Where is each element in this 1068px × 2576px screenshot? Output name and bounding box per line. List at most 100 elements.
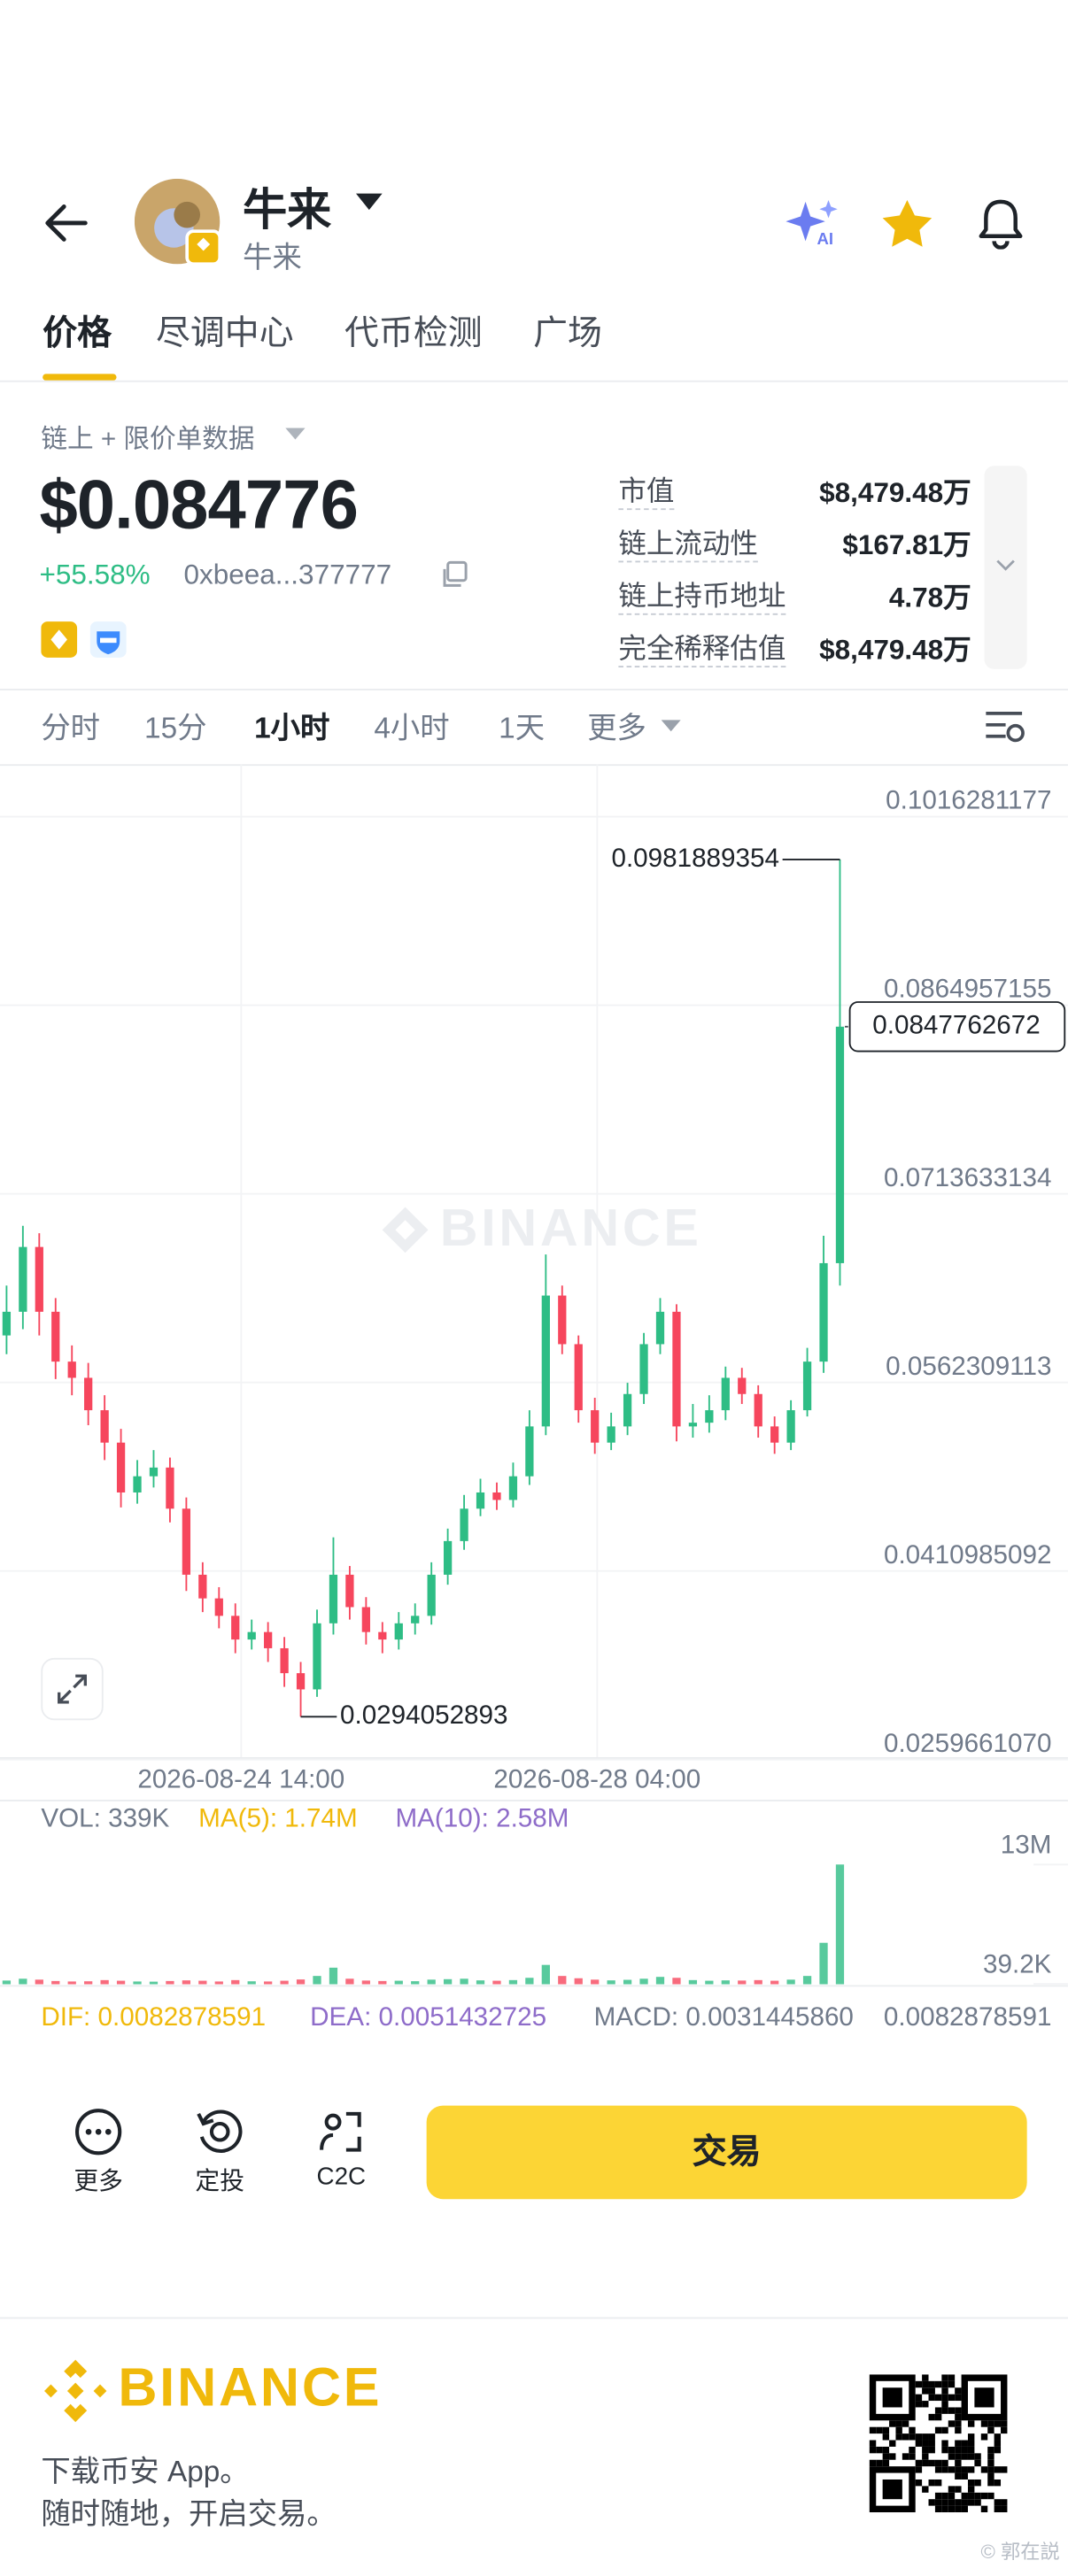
qr-module	[1001, 2499, 1008, 2506]
qr-module	[882, 2446, 890, 2454]
tab[interactable]: 代币检测	[344, 314, 483, 353]
qr-module	[934, 2380, 942, 2388]
qr-module	[948, 2505, 956, 2513]
qr-module	[895, 2426, 902, 2434]
candle-body	[688, 1423, 698, 1427]
selector-caret	[285, 428, 306, 440]
qr-module	[882, 2453, 890, 2460]
fullscreen-button[interactable]	[41, 1657, 104, 1721]
volume-legend: VOL: 339K	[41, 1805, 170, 1834]
y-tick-label: 0.0713633134	[884, 1163, 1051, 1192]
tab[interactable]: 尽调中心	[155, 314, 294, 353]
action-label[interactable]: 定投	[195, 2168, 245, 2196]
c2c-icon[interactable]	[317, 2107, 367, 2156]
qr-finder	[882, 2387, 902, 2408]
volume-bar	[460, 1978, 468, 1985]
qr-module	[941, 2499, 948, 2506]
candle-body	[786, 1410, 795, 1443]
qr-module	[994, 2446, 1002, 2454]
qr-module	[909, 2446, 916, 2454]
action-label[interactable]: 更多	[74, 2168, 123, 2196]
candle-body	[721, 1377, 730, 1411]
stat-value: $8,479.48万	[819, 634, 971, 667]
qr-module	[922, 2433, 929, 2441]
qr-module	[961, 2466, 968, 2473]
qr-module	[1001, 2426, 1008, 2434]
title-dropdown[interactable]	[354, 192, 383, 212]
ai-button[interactable]: AI	[784, 197, 843, 249]
qr-module	[882, 2459, 890, 2467]
alert-button[interactable]	[976, 197, 1025, 250]
qr-module	[922, 2440, 929, 2447]
more-icon[interactable]	[74, 2107, 123, 2156]
stats-expand[interactable]	[984, 466, 1027, 669]
tab[interactable]: 价格	[43, 314, 112, 353]
qr-module	[980, 2420, 988, 2427]
back-button[interactable]	[43, 200, 89, 246]
qr-module	[934, 2413, 942, 2421]
candle-body	[51, 1311, 60, 1362]
token-title[interactable]: 牛来	[243, 185, 332, 235]
qr-module	[889, 2453, 896, 2460]
volume-bar	[133, 1981, 142, 1985]
brand-logo	[44, 2359, 107, 2423]
x-tick-label: 2026-08-28 04:00	[493, 1765, 700, 1794]
interval[interactable]: 4小时	[374, 711, 450, 745]
qr-module	[882, 2433, 890, 2441]
candle-body	[476, 1492, 485, 1509]
qr-module	[955, 2440, 962, 2447]
qr-module	[961, 2505, 968, 2513]
qr-module	[915, 2466, 923, 2473]
footer-line: 下载币安 App。	[41, 2455, 250, 2488]
qr-module	[915, 2433, 923, 2441]
qr-module	[928, 2440, 935, 2447]
qr-module	[934, 2407, 942, 2414]
interval[interactable]: 分时	[41, 711, 101, 745]
qr-module	[876, 2459, 883, 2467]
qr-module	[987, 2472, 994, 2480]
tab[interactable]: 广场	[533, 314, 602, 353]
volume-bar	[639, 1978, 648, 1985]
qr-module	[967, 2479, 975, 2487]
kline-chart: BINANCE 2026-08-24 14:00 2026-08-28 04:0…	[0, 764, 1068, 1987]
candle-body	[313, 1623, 321, 1690]
favorite-button[interactable]	[881, 198, 933, 248]
qr-module	[909, 2426, 916, 2434]
chart-settings[interactable]	[985, 708, 1027, 744]
qr-module	[928, 2459, 935, 2467]
volume-bar	[721, 1980, 730, 1985]
interval[interactable]: 1天	[499, 711, 546, 745]
qr-module	[974, 2499, 981, 2506]
qr-module	[915, 2440, 923, 2447]
qr-module	[915, 2479, 923, 2487]
candle-body	[639, 1344, 648, 1394]
source-selector[interactable]: 链上 + 限价单数据	[41, 426, 255, 455]
volume-bar	[182, 1980, 191, 1985]
interval[interactable]: 1小时	[254, 711, 330, 745]
volume-bar	[35, 1979, 43, 1985]
qr-module	[948, 2492, 956, 2500]
candle-body	[623, 1393, 632, 1427]
trade-button[interactable]: 交易	[426, 2105, 1027, 2200]
interval[interactable]: 更多	[587, 711, 646, 745]
qr-module	[941, 2380, 948, 2388]
candle-body	[427, 1574, 436, 1616]
qr-module	[967, 2440, 975, 2447]
qr-module	[928, 2479, 935, 2487]
qr-module	[928, 2499, 935, 2506]
action-label[interactable]: C2C	[316, 2163, 367, 2191]
volume-bar	[2, 1980, 12, 1985]
qr-module	[934, 2492, 942, 2500]
volume-bar	[427, 1979, 436, 1985]
dca-icon[interactable]	[195, 2107, 244, 2156]
qr-module	[869, 2440, 877, 2447]
volume-bar	[214, 1981, 223, 1985]
candle-body	[835, 1026, 845, 1263]
volume-legend: MA(10): 2.58M	[395, 1805, 569, 1834]
qr-module	[902, 2420, 909, 2427]
copy-button[interactable]	[439, 560, 468, 590]
qr-module	[922, 2374, 929, 2381]
y-tick-label: 0.1016281177	[886, 786, 1051, 815]
interval[interactable]: 15分	[144, 711, 207, 745]
volume-bar	[623, 1979, 632, 1985]
